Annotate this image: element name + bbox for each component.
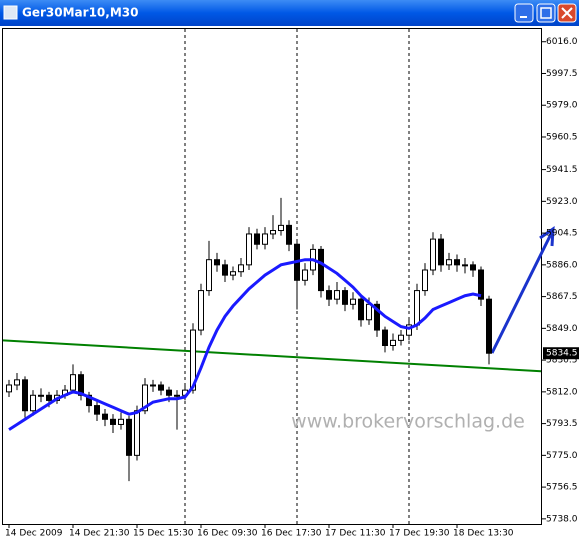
candle-body (398, 334, 404, 341)
y-tick-label: 5738.0 (546, 514, 578, 524)
candle-body (270, 230, 276, 235)
chart-area (0, 26, 579, 542)
y-tick-label: 6016.0 (546, 37, 578, 47)
candle-body (462, 264, 468, 267)
current-price: 5834.5 (546, 349, 578, 359)
candle-body (118, 418, 124, 425)
candle-body (174, 394, 180, 397)
candle-body (374, 303, 380, 331)
candle-body (158, 384, 164, 391)
y-tick-label: 5793.5 (546, 419, 578, 429)
y-tick-label: 5960.5 (546, 132, 578, 142)
candle-body (486, 298, 492, 354)
candle-body (198, 290, 204, 331)
candle-body (446, 259, 452, 266)
y-tick-label: 5756.5 (546, 483, 578, 493)
y-tick-label: 5979.0 (546, 101, 578, 111)
candle-body (22, 379, 28, 412)
candle-body (254, 233, 260, 245)
candle-body (110, 418, 116, 425)
candle-body (390, 339, 396, 347)
y-tick-label: 5812.0 (546, 387, 578, 397)
arrow (490, 226, 555, 354)
y-tick-label: 5997.5 (546, 69, 578, 79)
candle-body (326, 290, 332, 300)
trendline (2, 339, 542, 373)
candle-body (350, 298, 356, 305)
candle-body (38, 394, 44, 397)
candle-body (454, 259, 460, 266)
x-tick-label: 14 Dec 2009 (5, 529, 63, 539)
y-tick-label: 5830.5 (546, 356, 578, 366)
maximize-glyph (540, 7, 552, 19)
candle-body (206, 259, 212, 292)
candle-body (150, 384, 156, 387)
x-tick-label: 15 Dec 15:30 (133, 529, 194, 539)
candle-body (478, 269, 484, 300)
candle-body (470, 264, 476, 271)
candle-body (246, 233, 252, 266)
maximize-button[interactable] (536, 3, 556, 23)
moving-average (8, 258, 482, 431)
candle-body (102, 413, 108, 420)
candle-body (382, 329, 388, 347)
candle-body (262, 233, 268, 245)
minimize-button[interactable] (514, 3, 534, 23)
candle-body (30, 394, 36, 412)
candle-body (286, 224, 292, 245)
y-tick-label: 5904.5 (546, 229, 578, 239)
x-tick-label: 17 Dec 11:30 (325, 529, 386, 539)
x-tick-label: 14 Dec 21:30 (69, 529, 130, 539)
candle-body (366, 303, 372, 321)
y-tick-label: 5941.5 (546, 165, 578, 175)
candle-body (406, 324, 412, 336)
candle-body (166, 389, 172, 396)
candle-body (222, 264, 228, 276)
candle-body (342, 290, 348, 305)
window-icon (3, 5, 18, 20)
candle-body (46, 394, 52, 401)
candle-body (70, 374, 76, 391)
candle-body (302, 269, 308, 281)
candle-body (142, 384, 148, 412)
candle-body (6, 384, 12, 393)
candle-body (238, 264, 244, 273)
candle-body (334, 290, 340, 300)
y-tick-label: 5923.0 (546, 197, 578, 207)
candle-body (214, 259, 220, 266)
candle-body (190, 329, 196, 391)
x-tick-label: 16 Dec 17:30 (261, 529, 322, 539)
candle-body (230, 271, 236, 276)
watermark: www.brokervorschlag.de (291, 411, 525, 433)
title-bar (0, 0, 579, 26)
candle-body (358, 298, 364, 321)
candle-body (430, 238, 436, 271)
window-title: Ger30Mar10,M30 (22, 6, 138, 20)
candle-body (422, 269, 428, 292)
y-tick-label: 5849.0 (546, 324, 578, 334)
close-glyph (561, 7, 573, 19)
x-tick-label: 16 Dec 09:30 (197, 529, 258, 539)
candle-body (318, 248, 324, 292)
candle-body (86, 394, 92, 407)
x-tick-label: 17 Dec 19:30 (389, 529, 450, 539)
candle-body (78, 374, 84, 396)
candle-body (134, 410, 140, 456)
y-tick-label: 5775.0 (546, 451, 578, 461)
candle-body (414, 290, 420, 326)
x-tick-label: 18 Dec 13:30 (453, 529, 514, 539)
current-price-box (543, 347, 579, 360)
y-tick-label: 5886.0 (546, 260, 578, 270)
candle-body (14, 379, 20, 386)
candle-body (94, 405, 100, 415)
candle-body (438, 238, 444, 266)
y-tick-label: 5867.5 (546, 292, 578, 302)
plot-border (2, 28, 542, 525)
candle-body (278, 224, 284, 232)
candle-body (126, 418, 132, 456)
